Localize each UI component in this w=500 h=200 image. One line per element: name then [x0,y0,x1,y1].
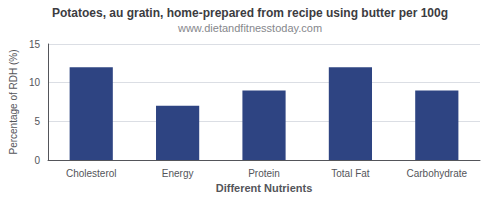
svg-text:Potatoes, au gratin, home-prep: Potatoes, au gratin, home-prepared from … [52,6,448,20]
svg-text:Total Fat: Total Fat [331,168,370,179]
svg-text:www.dietandfitnesstoday.com: www.dietandfitnesstoday.com [177,22,322,34]
svg-text:5: 5 [34,116,40,127]
svg-text:Carbohydrate: Carbohydrate [407,168,468,179]
svg-text:Different Nutrients: Different Nutrients [216,182,313,194]
svg-text:Energy: Energy [162,168,194,179]
svg-text:0: 0 [34,155,40,166]
svg-text:Cholesterol: Cholesterol [66,168,117,179]
svg-text:15: 15 [29,39,41,50]
svg-text:Protein: Protein [248,168,280,179]
svg-text:10: 10 [29,77,41,88]
svg-text:Percentage of RDH (%): Percentage of RDH (%) [8,49,19,154]
